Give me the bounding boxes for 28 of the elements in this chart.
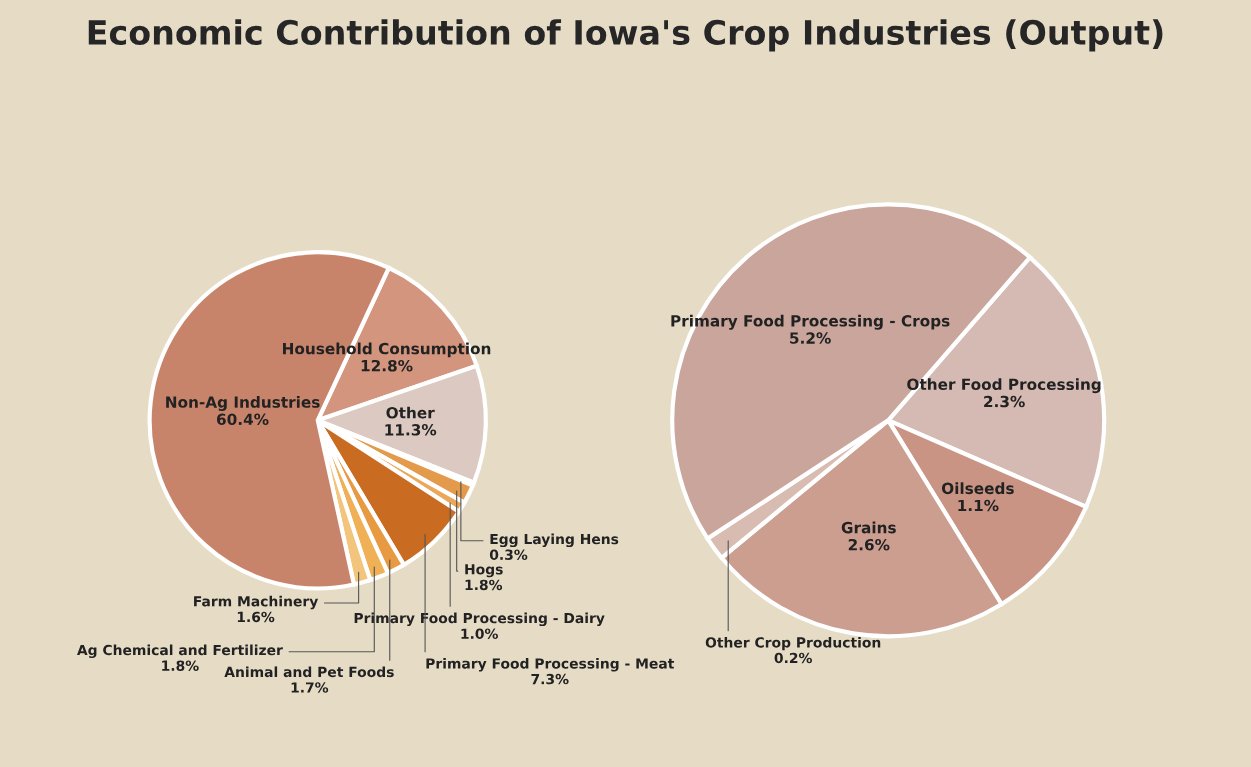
data-label: 7.3% [531, 673, 569, 685]
slice-label: Grains [841, 521, 896, 534]
chart-title: Economic Contribution of Iowa's Crop Industries (Output) [88, 19, 1163, 52]
data-label: 1.1% [958, 499, 999, 512]
slice-label: Egg Laying Hens [490, 533, 619, 548]
data-label: 60.4% [217, 413, 269, 426]
data-label: 2.6% [848, 538, 890, 551]
data-label: 1.0% [461, 628, 498, 639]
data-label: 1.7% [291, 682, 329, 693]
slice-label: Ag Chemical and Fertilizer [76, 644, 283, 659]
slice-label: Other Crop Production [705, 636, 881, 651]
data-label: 11.3% [385, 424, 437, 436]
slice-label: Hogs [465, 564, 503, 578]
data-label: 0.2% [774, 652, 812, 664]
slice-label: Farm Machinery [194, 595, 319, 610]
data-label: 5.2% [790, 332, 831, 344]
slice-label: Other Food Processing [907, 378, 1101, 394]
slice-label: Other [386, 406, 435, 419]
data-label: 12.8% [361, 359, 413, 372]
slice-label: Non-Ag Industries [166, 396, 320, 411]
slice-label: Oilseeds [941, 482, 1014, 495]
data-label: 0.3% [489, 549, 528, 560]
data-label: 2.3% [984, 395, 1025, 408]
data-label: 1.6% [237, 611, 275, 623]
data-label: 1.8% [162, 660, 199, 671]
slice-label: Animal and Pet Foods [224, 666, 394, 678]
data-label: 1.8% [465, 579, 503, 591]
slice-label: Primary Food Processing - Meat [426, 657, 675, 672]
